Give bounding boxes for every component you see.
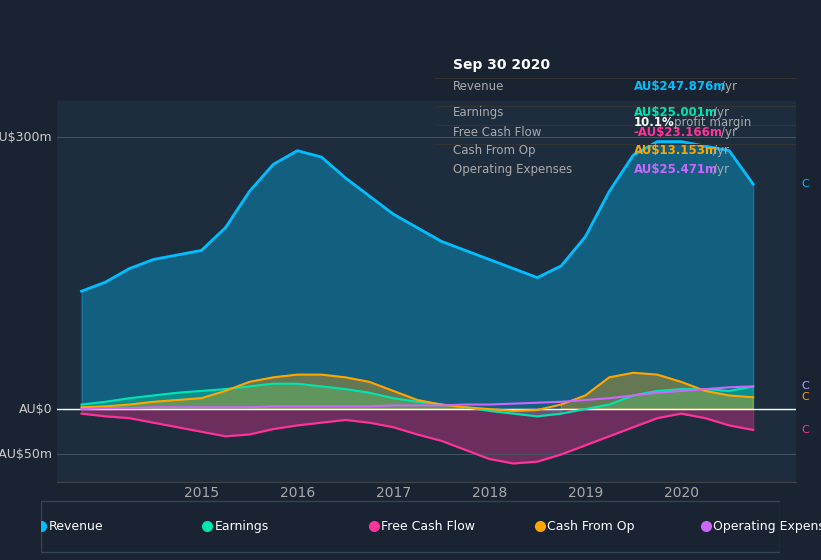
Text: C: C (801, 381, 809, 391)
Text: /yr: /yr (721, 80, 737, 94)
Text: Revenue: Revenue (48, 520, 103, 533)
Text: profit margin: profit margin (673, 115, 750, 129)
Text: C: C (801, 392, 809, 402)
Text: C: C (801, 425, 809, 435)
Text: AU$300m: AU$300m (0, 130, 53, 143)
Text: AU$0: AU$0 (19, 403, 53, 416)
Text: /yr: /yr (713, 106, 729, 119)
Text: Earnings: Earnings (214, 520, 269, 533)
Text: Cash From Op: Cash From Op (453, 144, 535, 157)
Text: AU$25.001m: AU$25.001m (634, 106, 718, 119)
Text: /yr: /yr (713, 162, 729, 176)
Text: Sep 30 2020: Sep 30 2020 (453, 58, 550, 72)
Text: /yr: /yr (713, 144, 729, 157)
Text: C: C (801, 381, 809, 391)
Text: Cash From Op: Cash From Op (547, 520, 635, 533)
Text: Free Cash Flow: Free Cash Flow (381, 520, 475, 533)
Text: Operating Expenses: Operating Expenses (713, 520, 821, 533)
Text: Earnings: Earnings (453, 106, 505, 119)
Text: Operating Expenses: Operating Expenses (453, 162, 572, 176)
Text: AU$25.471m: AU$25.471m (634, 162, 718, 176)
Text: Revenue: Revenue (453, 80, 505, 94)
Text: 10.1%: 10.1% (634, 115, 675, 129)
Text: AU$247.876m: AU$247.876m (634, 80, 727, 94)
Text: -AU$23.166m: -AU$23.166m (634, 125, 722, 139)
Text: Free Cash Flow: Free Cash Flow (453, 125, 542, 139)
Text: AU$13.153m: AU$13.153m (634, 144, 718, 157)
Text: -AU$50m: -AU$50m (0, 448, 53, 461)
Text: C: C (801, 179, 809, 189)
Text: /yr: /yr (721, 125, 737, 139)
